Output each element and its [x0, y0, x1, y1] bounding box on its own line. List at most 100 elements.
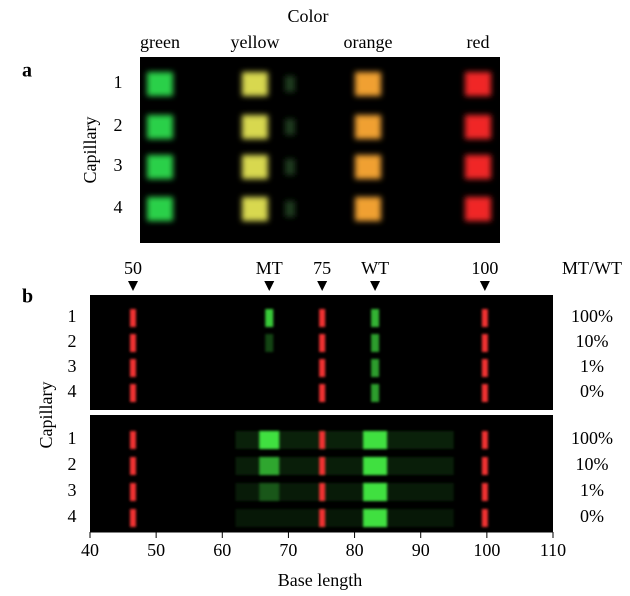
- band: [285, 159, 295, 175]
- band: [285, 119, 295, 135]
- column-label: orange: [344, 32, 393, 52]
- band: [363, 457, 388, 475]
- smear: [235, 457, 454, 475]
- ratio-label: 100%: [571, 428, 613, 448]
- ladder-band: [129, 384, 136, 402]
- smear: [235, 509, 454, 527]
- ladder-band: [129, 457, 136, 475]
- band: [147, 197, 173, 221]
- row-label: 2: [114, 115, 123, 135]
- marker-arrow: [479, 281, 490, 291]
- ladder-band: [319, 509, 326, 527]
- band: [355, 197, 381, 221]
- band: [371, 359, 380, 377]
- ladder-band: [129, 431, 136, 449]
- row-label: 4: [114, 197, 123, 217]
- band: [285, 201, 295, 217]
- band: [371, 309, 380, 327]
- column-label: yellow: [231, 32, 280, 52]
- ladder-band: [319, 457, 326, 475]
- marker-arrow: [317, 281, 328, 291]
- separator: [90, 410, 553, 415]
- ratio-label: 10%: [576, 454, 609, 474]
- band: [242, 155, 268, 179]
- gel-image: [140, 57, 500, 243]
- x-label: Base length: [278, 570, 362, 590]
- ratio-label: 10%: [576, 331, 609, 351]
- y-label: Capillary: [36, 382, 56, 449]
- ladder-band: [481, 384, 488, 402]
- ladder-band: [129, 334, 136, 352]
- column-label: red: [467, 32, 490, 52]
- band: [242, 115, 268, 139]
- row-label: 3: [68, 356, 77, 376]
- row-label: 2: [68, 454, 77, 474]
- marker-arrow: [127, 281, 138, 291]
- ladder-band: [319, 359, 326, 377]
- marker-arrow: [264, 281, 275, 291]
- row-label: 1: [114, 72, 123, 92]
- x-tick-label: 100: [473, 540, 500, 560]
- x-tick-label: 60: [213, 540, 231, 560]
- ladder-band: [319, 334, 326, 352]
- ladder-band: [481, 431, 488, 449]
- band: [465, 115, 491, 139]
- x-tick-label: 110: [540, 540, 566, 560]
- column-label: green: [140, 32, 180, 52]
- smear: [235, 483, 454, 501]
- ladder-band: [129, 309, 136, 327]
- panel-label: a: [22, 60, 32, 82]
- marker-label: WT: [361, 258, 389, 278]
- ratio-title: MT/WT: [562, 258, 622, 278]
- ladder-band: [319, 483, 326, 501]
- band: [465, 72, 491, 96]
- ladder-band: [129, 483, 136, 501]
- smear: [235, 431, 454, 449]
- marker-arrow: [370, 281, 381, 291]
- row-label: 4: [68, 506, 77, 526]
- ladder-band: [319, 431, 326, 449]
- ladder-band: [481, 334, 488, 352]
- band: [363, 483, 388, 501]
- marker-label: 75: [313, 258, 331, 278]
- ratio-label: 1%: [580, 356, 604, 376]
- y-label: Capillary: [80, 117, 100, 184]
- band: [363, 509, 388, 527]
- ladder-band: [319, 309, 326, 327]
- row-label: 2: [68, 331, 77, 351]
- ratio-label: 100%: [571, 306, 613, 326]
- ladder-band: [481, 309, 488, 327]
- panel-label: b: [22, 286, 33, 308]
- ratio-label: 1%: [580, 480, 604, 500]
- band: [259, 457, 280, 475]
- ladder-band: [481, 509, 488, 527]
- ratio-label: 0%: [580, 506, 604, 526]
- marker-label: 100: [471, 258, 498, 278]
- band: [147, 155, 173, 179]
- row-label: 3: [114, 155, 123, 175]
- row-label: 4: [68, 381, 77, 401]
- marker-label: MT: [256, 258, 283, 278]
- band: [465, 155, 491, 179]
- band: [242, 197, 268, 221]
- band: [355, 155, 381, 179]
- panel-title: Color: [287, 6, 328, 26]
- band: [242, 72, 268, 96]
- ratio-label: 0%: [580, 381, 604, 401]
- band: [147, 115, 173, 139]
- x-tick-label: 40: [81, 540, 99, 560]
- band: [259, 431, 280, 449]
- row-label: 1: [68, 306, 77, 326]
- x-tick-label: 50: [147, 540, 165, 560]
- band: [265, 334, 274, 352]
- band: [259, 483, 280, 501]
- band: [371, 384, 380, 402]
- ladder-band: [129, 359, 136, 377]
- band: [465, 197, 491, 221]
- x-tick-label: 80: [346, 540, 364, 560]
- ladder-band: [481, 457, 488, 475]
- ladder-band: [481, 359, 488, 377]
- band: [265, 309, 274, 327]
- band: [371, 334, 380, 352]
